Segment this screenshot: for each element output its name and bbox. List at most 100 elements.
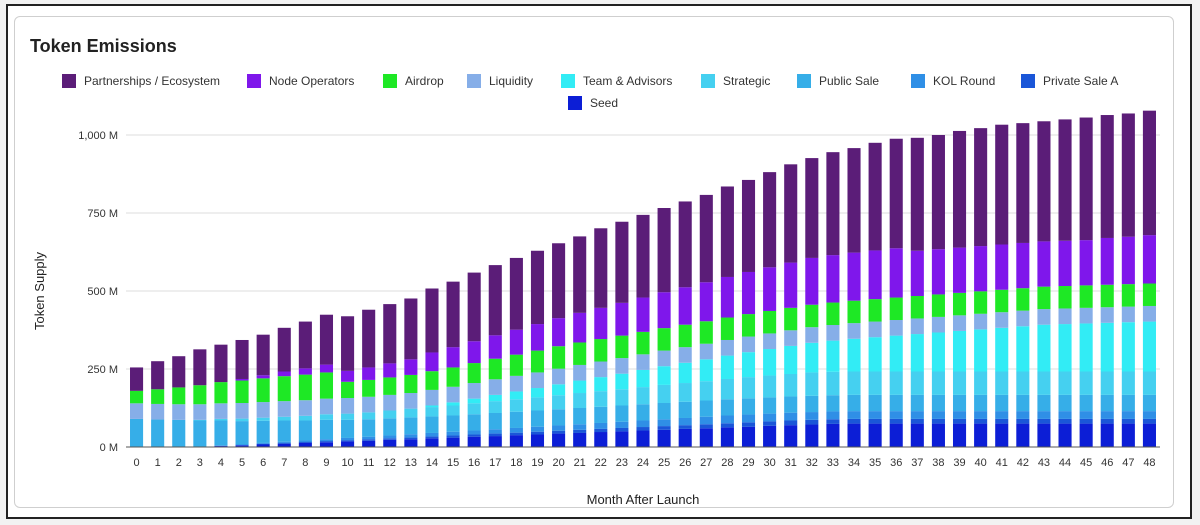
bar-segment	[1142, 371, 1156, 395]
x-tick-label: 13	[405, 457, 417, 469]
bar-segment	[741, 352, 756, 378]
x-tick-label: 47	[1122, 457, 1134, 469]
bar-segment	[678, 201, 692, 288]
bar-segment	[720, 423, 734, 428]
bar-segment	[383, 363, 397, 378]
bar-segment	[319, 441, 334, 443]
bar-segment	[446, 367, 460, 387]
bar-segment	[784, 262, 798, 308]
bar-segment	[488, 358, 502, 380]
x-tick-label: 19	[531, 457, 543, 469]
bar-stack	[235, 339, 249, 447]
legend-item: Node Operators	[247, 74, 354, 88]
bar-segment	[889, 297, 903, 321]
bar-segment	[446, 415, 460, 432]
bar-segment	[889, 320, 903, 336]
bar-segment	[868, 423, 882, 447]
bar-segment	[172, 387, 186, 405]
bar-segment	[995, 289, 1009, 313]
bar-segment	[509, 399, 523, 412]
legend-swatch	[568, 96, 582, 110]
x-tick-label: 34	[848, 457, 860, 469]
legend-label: Node Operators	[269, 74, 354, 88]
bar-segment	[404, 417, 418, 435]
bar-segment	[1037, 309, 1051, 325]
bar-stack	[995, 124, 1009, 447]
bar-segment	[974, 329, 988, 372]
bar-segment	[615, 358, 629, 374]
bar-segment	[974, 128, 988, 247]
legend-label: Private Sale A	[1043, 74, 1118, 88]
bar-segment	[1142, 418, 1156, 424]
bar-segment	[467, 398, 481, 404]
bar-segment	[1037, 394, 1051, 412]
bar-segment	[488, 394, 502, 402]
bar-segment	[1016, 288, 1030, 311]
bar-segment	[404, 393, 418, 409]
bar-segment	[636, 331, 650, 355]
bar-segment	[509, 391, 523, 400]
bar-stack	[636, 214, 650, 447]
bar-segment	[488, 379, 502, 395]
bar-segment	[952, 330, 967, 372]
bar-segment	[868, 371, 882, 395]
legend-swatch	[247, 74, 261, 88]
legend-label: Partnerships / Ecosystem	[84, 74, 220, 88]
bar-segment	[277, 420, 291, 442]
bar-segment	[636, 427, 650, 431]
bar-segment	[952, 130, 967, 248]
x-tick-label: 46	[1101, 457, 1113, 469]
bar-segment	[1016, 242, 1030, 289]
bar-segment	[826, 419, 840, 424]
bar-segment	[826, 371, 840, 396]
bar-segment	[341, 370, 355, 382]
bar-stack	[552, 243, 566, 447]
x-tick-label: 35	[869, 457, 881, 469]
bar-segment	[425, 438, 439, 447]
bar-segment	[657, 328, 671, 351]
bar-segment	[678, 401, 692, 418]
bar-segment	[298, 368, 312, 375]
bar-segment	[678, 383, 692, 402]
bar-segment	[256, 378, 270, 403]
bar-segment	[1016, 394, 1030, 412]
bar-segment	[826, 325, 840, 341]
bar-segment	[615, 221, 629, 303]
bar-segment	[1037, 411, 1051, 419]
bar-segment	[341, 440, 355, 442]
bar-segment	[763, 421, 777, 426]
x-tick-label: 0	[133, 457, 139, 469]
bar-segment	[741, 398, 756, 415]
bar-segment	[425, 352, 439, 372]
x-tick-label: 42	[1017, 457, 1029, 469]
bar-segment	[1121, 113, 1135, 237]
bar-segment	[151, 389, 165, 404]
bar-segment	[573, 312, 587, 343]
bar-segment	[573, 424, 587, 430]
bar-segment	[256, 420, 270, 443]
bar-segment	[699, 359, 713, 382]
bar-segment	[1079, 285, 1093, 308]
bar-segment	[594, 422, 608, 429]
bar-segment	[594, 432, 608, 447]
legend-item: Private Sale A	[1021, 74, 1118, 88]
bar-segment	[657, 350, 671, 367]
bar-segment	[910, 137, 924, 251]
bar-stack	[847, 148, 861, 447]
bar-stack	[1079, 117, 1093, 447]
bar-stack	[362, 309, 376, 447]
bar-segment	[657, 292, 671, 329]
bar-segment	[636, 420, 650, 428]
x-tick-label: 3	[197, 457, 203, 469]
bar-segment	[1016, 418, 1030, 424]
bar-segment	[573, 432, 587, 447]
x-tick-label: 26	[679, 457, 691, 469]
bar-segment	[383, 410, 397, 419]
bar-segment	[383, 394, 397, 411]
bar-segment	[720, 186, 734, 277]
bar-segment	[1058, 371, 1072, 395]
bar-segment	[847, 323, 861, 339]
bar-segment	[657, 384, 671, 404]
bar-segment	[1100, 115, 1114, 238]
legend-item: Partnerships / Ecosystem	[62, 74, 220, 88]
